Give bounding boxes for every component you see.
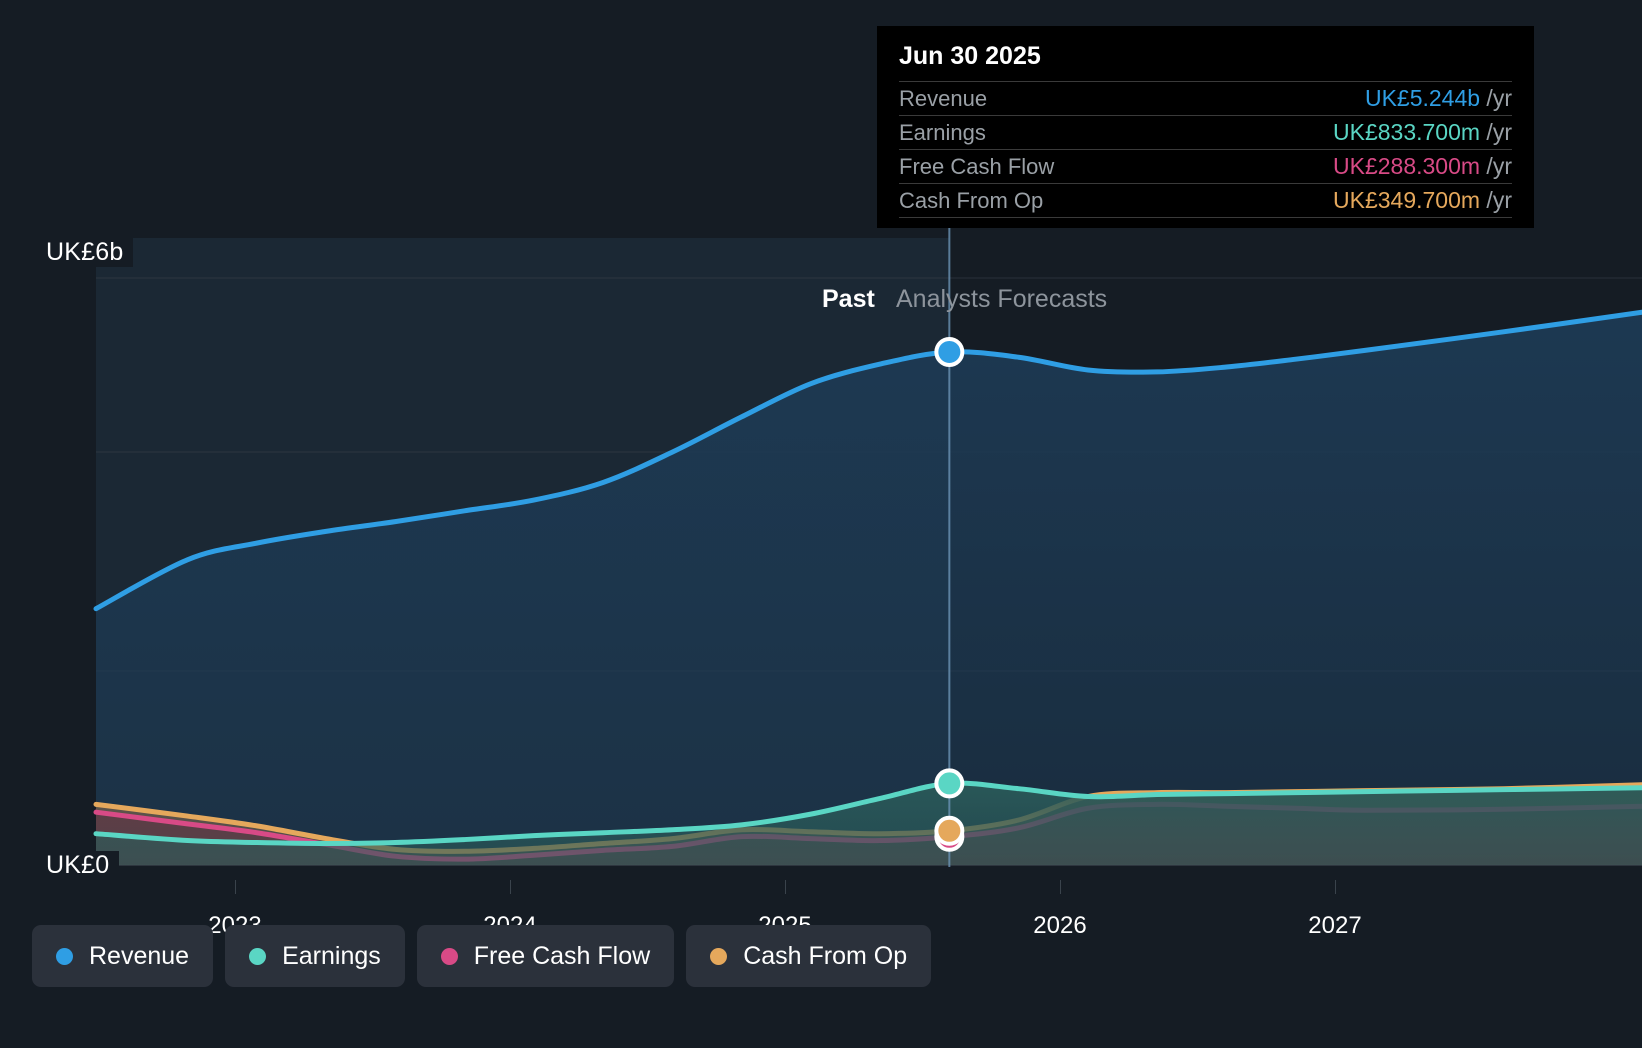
tooltip-metric-unit: /yr [1480, 119, 1512, 145]
data-point-marker-revenue[interactable] [934, 336, 965, 367]
legend-item-label: Cash From Op [743, 941, 908, 970]
chart-canvas [93, 216, 1642, 867]
tooltip-row: Cash From Op UK£349.700m /yr [899, 183, 1512, 217]
chart-plot-area [93, 216, 1642, 867]
tooltip-value-group: UK£5.244b /yr [1249, 85, 1512, 112]
tooltip-metric-value: UK£5.244b [1364, 85, 1481, 111]
tooltip-bottom-divider [899, 217, 1512, 218]
forecast-region-label: Analysts Forecasts [896, 285, 1108, 313]
tooltip-metric-unit: /yr [1480, 187, 1512, 213]
legend-item-label: Earnings [282, 941, 381, 970]
legend-color-dot-icon [440, 947, 458, 965]
tooltip-metric-label: Cash From Op [899, 187, 1044, 213]
x-axis-tick-mark [510, 880, 511, 894]
x-axis-tick-mark [235, 880, 236, 894]
tooltip-row: Earnings UK£833.700m /yr [899, 115, 1512, 149]
y-axis-label-top: UK£6b [46, 238, 134, 267]
y-axis-label-zero: UK£0 [46, 851, 120, 880]
x-axis-tick-mark [1335, 880, 1336, 894]
legend-item-earnings[interactable]: Earnings [225, 925, 405, 987]
tooltip-row: Free Cash Flow UK£288.300m /yr [899, 149, 1512, 183]
chart-legend: Revenue Earnings Free Cash Flow Cash From O… [32, 925, 932, 987]
tooltip-metric-value: UK£288.300m [1333, 153, 1481, 179]
legend-item-cash-from-op[interactable]: Cash From Op [686, 925, 932, 987]
tooltip-value-group: UK£349.700m /yr [1249, 187, 1512, 214]
tooltip-metric-unit: /yr [1480, 153, 1512, 179]
legend-color-dot-icon [710, 947, 728, 965]
series-line-revenue [93, 309, 1642, 612]
x-axis-label-2027: 2027 [1308, 912, 1362, 939]
series-area-revenue [96, 312, 1642, 865]
x-axis-tick-mark [1060, 880, 1061, 894]
past-region-label: Past [822, 285, 875, 313]
tooltip-value-group: UK£288.300m /yr [1249, 153, 1512, 180]
data-point-marker-cash-from-op[interactable] [934, 815, 965, 846]
x-axis-tick-mark [785, 880, 786, 894]
data-tooltip: Jun 30 2025 Revenue UK£5.244b /yr Earnings… [877, 26, 1534, 228]
tooltip-row: Revenue UK£5.244b /yr [899, 81, 1512, 115]
legend-item-revenue[interactable]: Revenue [32, 925, 214, 987]
tooltip-rows: Revenue UK£5.244b /yr Earnings UK£833.700m … [899, 81, 1512, 218]
legend-item-label: Free Cash Flow [473, 941, 651, 970]
series-line-earnings [93, 780, 1642, 846]
tooltip-metric-value: UK£349.700m [1333, 187, 1481, 213]
x-axis-label-2026: 2026 [1033, 912, 1087, 939]
tooltip-metric-label: Revenue [899, 85, 988, 111]
legend-color-dot-icon [249, 947, 267, 965]
legend-color-dot-icon [56, 947, 73, 965]
tooltip-metric-value: UK£833.700m [1333, 119, 1481, 145]
tooltip-date: Jun 30 2025 [899, 42, 1041, 70]
series-area-earnings [96, 783, 1642, 865]
tooltip-metric-label: Earnings [899, 119, 986, 145]
data-point-marker-earnings[interactable] [934, 768, 965, 799]
tooltip-metric-label: Free Cash Flow [899, 153, 1055, 179]
tooltip-metric-unit: /yr [1480, 85, 1512, 111]
legend-item-label: Revenue [89, 941, 190, 970]
tooltip-value-group: UK£833.700m /yr [1249, 119, 1512, 146]
legend-item-free-cash-flow[interactable]: Free Cash Flow [416, 925, 675, 987]
